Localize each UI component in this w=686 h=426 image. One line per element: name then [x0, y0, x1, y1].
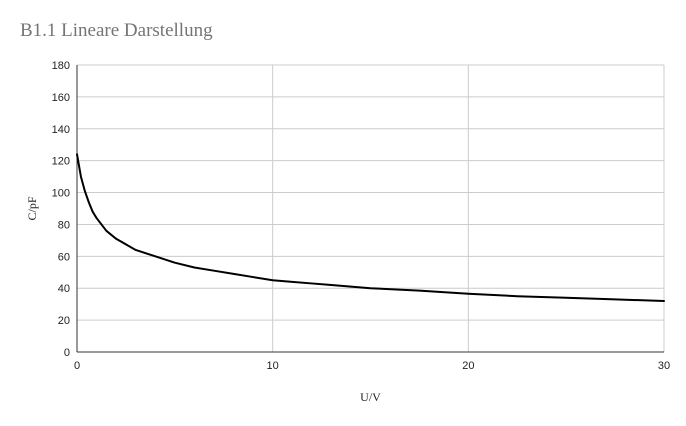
chart-title: B1.1 Lineare Darstellung [20, 20, 213, 41]
y-axis-label: C/pF [25, 196, 39, 220]
x-tick-labels: 0 10 20 30 [74, 360, 670, 372]
x-tick-label: 0 [74, 360, 80, 372]
x-tick-label: 20 [462, 360, 474, 372]
grid-lines [77, 64, 665, 352]
y-tick-label: 160 [52, 92, 70, 104]
x-tick-label: 10 [267, 360, 279, 372]
y-tick-label: 20 [58, 315, 70, 327]
y-tick-label: 0 [64, 347, 70, 359]
x-tick-label: 30 [658, 360, 670, 372]
y-tick-label: 60 [58, 251, 70, 263]
y-tick-label: 80 [58, 219, 70, 231]
series-line [76, 153, 665, 302]
y-tick-label: 40 [58, 283, 70, 295]
y-tick-label: 120 [52, 156, 70, 168]
axes [76, 65, 664, 353]
y-tick-label: 100 [52, 188, 70, 200]
y-tick-labels: 0 20 40 60 80 100 120 140 160 180 [52, 60, 70, 359]
y-tick-label: 180 [52, 60, 70, 72]
y-tick-label: 140 [52, 124, 70, 136]
x-axis-label: U/V [360, 390, 381, 404]
